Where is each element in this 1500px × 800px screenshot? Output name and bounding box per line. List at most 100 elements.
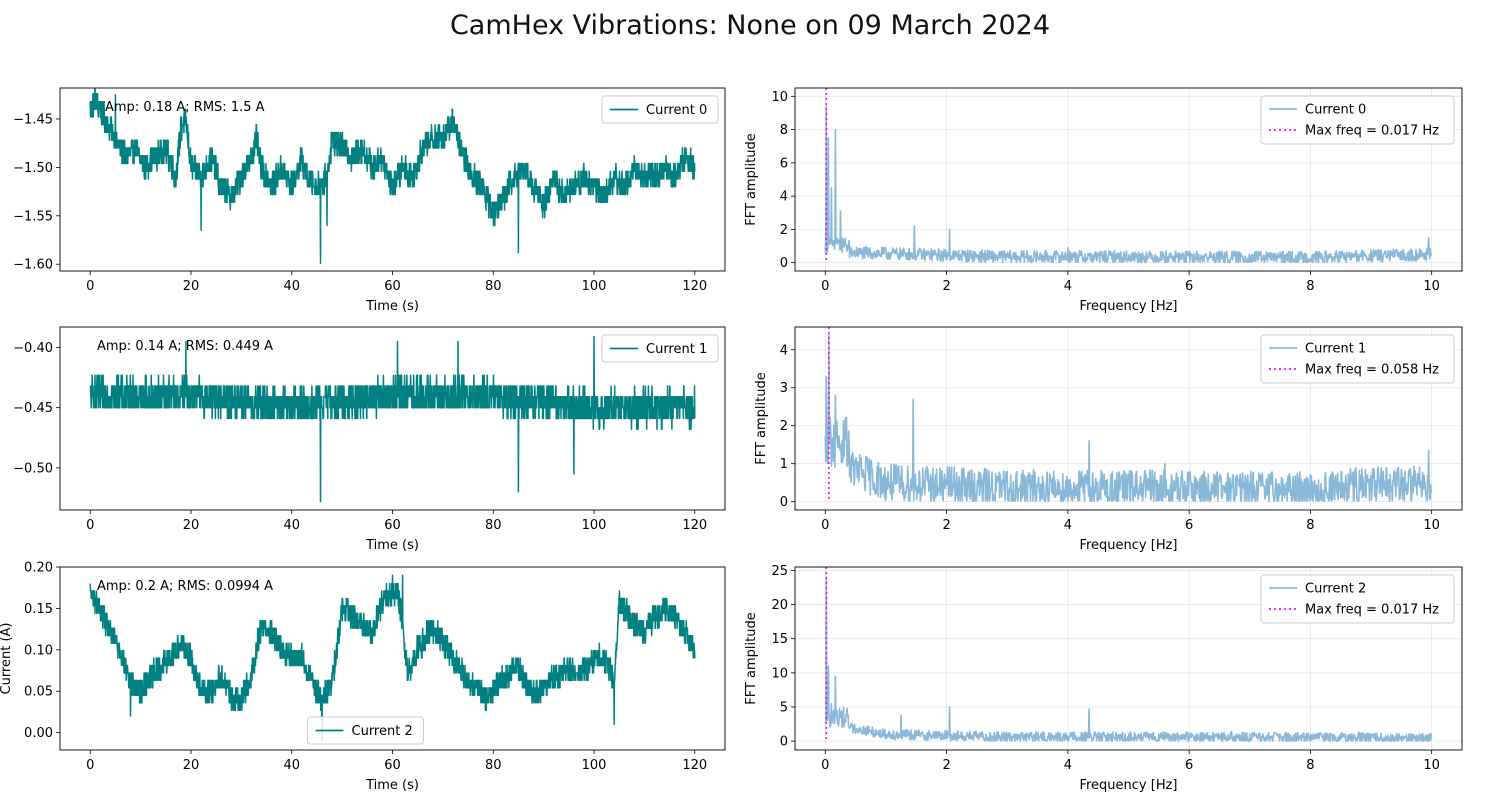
legend-label: Current 2	[352, 724, 413, 739]
x-tick-label: 2	[942, 758, 950, 773]
y-tick-label: 2	[780, 223, 788, 238]
x-tick-label: 100	[582, 758, 607, 773]
legend-label: Current 1	[646, 342, 707, 357]
x-tick-label: 4	[1064, 279, 1072, 294]
y-tick-label: 6	[780, 156, 788, 171]
y-tick-label: −1.60	[13, 258, 53, 273]
x-tick-label: 10	[1423, 279, 1440, 294]
panel-fft-1: 0 2 4 6 8 10 0 1 2 3 4 Frequency [Hz] FFT amplitude C…	[754, 326, 1463, 553]
legend-label: Max freq = 0.058 Hz	[1305, 363, 1439, 378]
legend-box	[307, 716, 424, 745]
x-tick-label: 2	[942, 279, 950, 294]
x-tick-label: 8	[1306, 279, 1314, 294]
panel-time-2: 0 20 40 60 80 100 120 0.00 0.05 0.10 0.15 0.20 Time …	[0, 561, 726, 793]
y-tick-label: 5	[780, 700, 788, 715]
panel-fft-2: 0 2 4 6 8 10 0 5 10 15 20 25 Frequency [Hz] FFT ampli…	[744, 564, 1463, 793]
y-tick-label: 10	[771, 90, 788, 105]
x-tick-label: 0	[821, 518, 829, 533]
y-tick-label: 0	[780, 495, 788, 510]
x-tick-label: 60	[384, 518, 401, 533]
legend: Current 2	[307, 716, 424, 745]
x-tick-label: 60	[384, 279, 401, 294]
x-tick-label: 40	[283, 279, 300, 294]
y-tick-label: 20	[771, 598, 788, 613]
y-tick-label: 2	[780, 419, 788, 434]
y-axis-label: FFT amplitude	[744, 612, 759, 705]
y-tick-label: 0.15	[24, 602, 53, 617]
legend: Current 0 Max freq = 0.017 Hz	[1260, 95, 1455, 145]
x-tick-label: 4	[1064, 758, 1072, 773]
x-tick-label: 100	[582, 518, 607, 533]
legend-label: Current 2	[1305, 582, 1366, 597]
series-line-current-0	[824, 105, 1433, 264]
x-tick-label: 120	[682, 758, 707, 773]
x-tick-label: 100	[582, 279, 607, 294]
x-tick-label: 120	[682, 518, 707, 533]
x-axis-label: Time (s)	[365, 778, 419, 793]
x-axis-label: Time (s)	[365, 538, 419, 553]
panel-time-0: 0 20 40 60 80 100 120 −1.45 −1.50 −1.55 −1.60 Time …	[13, 87, 726, 314]
y-tick-label: 0.20	[24, 561, 53, 576]
x-tick-label: 10	[1423, 518, 1440, 533]
y-tick-label: −1.55	[13, 209, 53, 224]
x-tick-label: 0	[86, 518, 94, 533]
legend-label: Current 0	[1305, 103, 1366, 118]
y-axis-label: FFT amplitude	[744, 133, 759, 226]
x-axis-label: Time (s)	[365, 299, 419, 314]
y-axis-label: Current (A)	[0, 623, 14, 695]
legend-label: Max freq = 0.017 Hz	[1305, 124, 1439, 139]
x-tick-label: 8	[1306, 518, 1314, 533]
legend: Current 2 Max freq = 0.017 Hz	[1260, 574, 1455, 624]
y-tick-label: 15	[771, 632, 788, 647]
legend: Current 1 Max freq = 0.058 Hz	[1260, 334, 1455, 384]
legend-box	[601, 95, 719, 124]
figure-title: CamHex Vibrations: None on 09 March 2024	[449, 10, 1051, 41]
x-tick-label: 40	[283, 758, 300, 773]
amp-rms-annotation: Amp: 0.2 A; RMS: 0.0994 A	[97, 579, 273, 594]
y-tick-label: −0.40	[13, 341, 53, 356]
x-tick-label: 0	[86, 758, 94, 773]
y-tick-label: 1	[780, 457, 788, 472]
legend-label: Current 0	[646, 103, 707, 118]
panel-time-1: 0 20 40 60 80 100 120 −0.40 −0.45 −0.50 Time (s) Am…	[13, 326, 726, 553]
x-tick-label: 0	[86, 279, 94, 294]
x-tick-label: 80	[485, 758, 502, 773]
x-tick-label: 0	[821, 279, 829, 294]
series-line-current-2	[89, 574, 696, 742]
legend-box	[601, 334, 719, 363]
y-tick-label: 3	[780, 381, 788, 396]
y-tick-label: −1.45	[13, 112, 53, 127]
x-tick-label: 80	[485, 518, 502, 533]
x-tick-label: 2	[942, 518, 950, 533]
y-axis-label: FFT amplitude	[754, 372, 769, 465]
y-tick-label: 0	[780, 735, 788, 750]
legend-label: Max freq = 0.017 Hz	[1305, 603, 1439, 618]
y-tick-label: 0.10	[24, 643, 53, 658]
series-line-current-1	[824, 333, 1433, 502]
x-tick-label: 40	[283, 518, 300, 533]
y-tick-label: 4	[780, 190, 788, 205]
x-tick-label: 4	[1064, 518, 1072, 533]
axes-frame	[794, 326, 1463, 511]
amp-rms-annotation: Amp: 0.18 A; RMS: 1.5 A	[105, 100, 265, 115]
x-tick-label: 6	[1185, 279, 1193, 294]
legend: Current 1	[601, 334, 719, 363]
series-line-current-1	[89, 335, 696, 503]
y-tick-label: −0.50	[13, 461, 53, 476]
x-tick-label: 0	[821, 758, 829, 773]
y-tick-label: 10	[771, 666, 788, 681]
x-axis-label: Frequency [Hz]	[1079, 778, 1177, 793]
x-tick-label: 20	[183, 518, 200, 533]
x-axis-label: Frequency [Hz]	[1079, 538, 1177, 553]
series-line-current-0	[89, 88, 696, 265]
y-tick-label: 4	[780, 343, 788, 358]
panel-fft-0: 0 2 4 6 8 10 0 2 4 6 8 10 Frequency [Hz] FFT amplitud…	[744, 87, 1463, 314]
axes-frame	[794, 87, 1463, 272]
x-tick-label: 6	[1185, 518, 1193, 533]
legend-box	[1260, 95, 1455, 145]
x-tick-label: 20	[183, 758, 200, 773]
y-tick-label: 8	[780, 123, 788, 138]
x-tick-label: 60	[384, 758, 401, 773]
x-tick-label: 120	[682, 279, 707, 294]
